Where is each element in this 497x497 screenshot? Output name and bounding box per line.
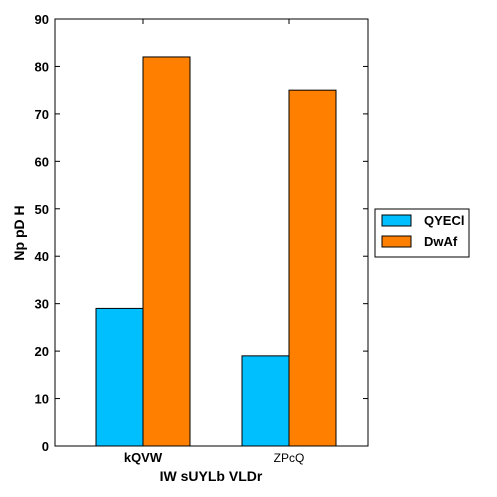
y-axis-title: Np pD H <box>11 205 27 260</box>
y-tick-label: 70 <box>35 107 49 122</box>
y-tick-label: 90 <box>35 12 49 27</box>
plot-frame <box>54 18 369 447</box>
bar-DwAf-kQVW <box>142 56 191 447</box>
x-axis-title: IW sUYLb VLDr <box>160 468 263 484</box>
y-tick-label: 80 <box>35 59 49 74</box>
bar-QYECl-kQVW <box>95 307 144 447</box>
y-tick-label: 60 <box>35 154 49 169</box>
y-tick-label: 40 <box>35 249 49 264</box>
y-tick-label: 10 <box>35 392 49 407</box>
bar-QYECl-ZPcQ <box>241 355 290 447</box>
y-tick-label: 0 <box>42 439 49 454</box>
legend: QYECl DwAf <box>374 208 470 258</box>
bar-DwAf-ZPcQ <box>288 89 337 447</box>
y-tick-label: 30 <box>35 297 49 312</box>
y-tick-label: 50 <box>35 202 49 217</box>
x-tick-label: kQVW <box>124 450 163 465</box>
y-tick-label: 20 <box>35 344 49 359</box>
legend-swatch <box>381 214 412 227</box>
legend-label: QYECl <box>424 213 464 228</box>
legend-swatch <box>381 235 412 248</box>
legend-frame <box>374 208 470 258</box>
legend-label: DwAf <box>424 234 458 249</box>
bars-group <box>95 56 337 447</box>
x-axis: kQVW ZPcQ <box>124 19 304 465</box>
y-axis: 0 10 20 30 40 50 60 70 80 90 <box>35 12 368 454</box>
x-tick-label: ZPcQ <box>274 451 305 465</box>
